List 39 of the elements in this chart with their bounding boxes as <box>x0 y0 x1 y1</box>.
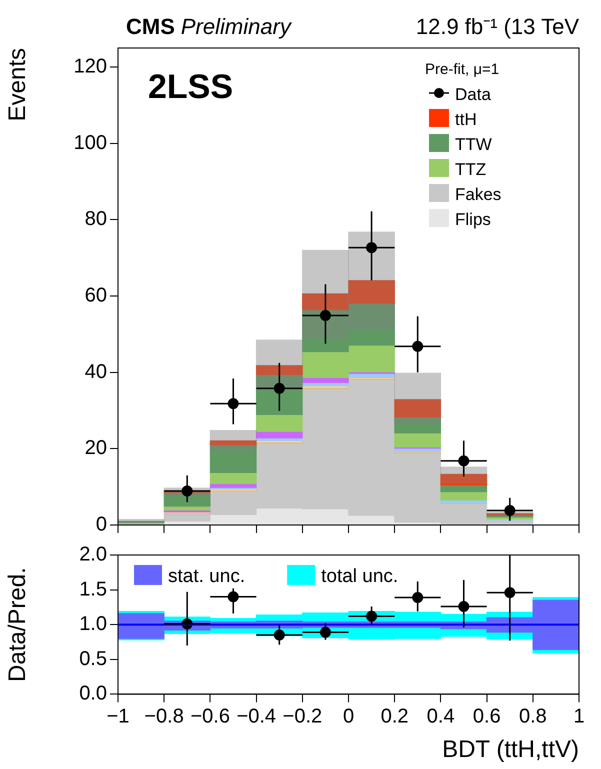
y-tick-label: 1.0 <box>79 613 107 636</box>
x-tick-label: 0 <box>342 706 354 728</box>
y-tick-label: 120 <box>74 56 107 78</box>
chart-title: CMS <box>126 14 175 39</box>
y-tick-label: 60 <box>84 284 107 307</box>
y-tick-label: 40 <box>84 360 107 383</box>
x-tick-label: −0.4 <box>236 706 276 728</box>
legend-label: TTW <box>455 135 492 154</box>
x-tick-label: 0.4 <box>426 706 455 728</box>
x-tick-label: 1 <box>573 706 585 728</box>
legend-label: TTZ <box>455 160 486 179</box>
text: 12.9 fb⁻¹ (13 TeV <box>416 14 580 39</box>
legend-label: total unc. <box>321 566 398 587</box>
legend-label: Flips <box>455 210 491 229</box>
y-axis-title: Events <box>4 48 32 122</box>
legend-label: stat. unc. <box>168 566 246 587</box>
legend-label: ttH <box>455 110 477 129</box>
chart-subtitle: Preliminary <box>180 14 293 39</box>
x-tick-label: −0.6 <box>190 706 230 728</box>
y-tick-label: 20 <box>84 437 107 460</box>
legend-label: Data <box>455 85 492 104</box>
y-tick-label: 0 <box>96 514 107 536</box>
x-tick-label: −0.2 <box>282 706 322 728</box>
x-tick-label: −1 <box>106 706 130 728</box>
x-tick-label: 0.6 <box>472 706 501 728</box>
y-axis-title: Data/Pred. <box>4 567 32 682</box>
x-axis-title: BDT (ttH,ttV) <box>442 736 579 764</box>
y-tick-label: 1.5 <box>79 578 107 600</box>
y-tick-label: 0.5 <box>79 648 107 670</box>
x-tick-label: 0.8 <box>518 706 547 728</box>
x-tick-label: 0.2 <box>380 706 409 728</box>
annotation: 2LSS <box>148 68 234 106</box>
legend-title: Pre-fit, μ=1 <box>425 61 500 78</box>
y-tick-label: 100 <box>74 132 107 154</box>
x-tick-label: −0.8 <box>144 706 184 728</box>
legend-label: Fakes <box>455 185 502 204</box>
y-tick-label: 80 <box>84 208 107 230</box>
y-tick-label: 2.0 <box>79 544 107 566</box>
y-tick-label: 0.0 <box>79 682 107 705</box>
